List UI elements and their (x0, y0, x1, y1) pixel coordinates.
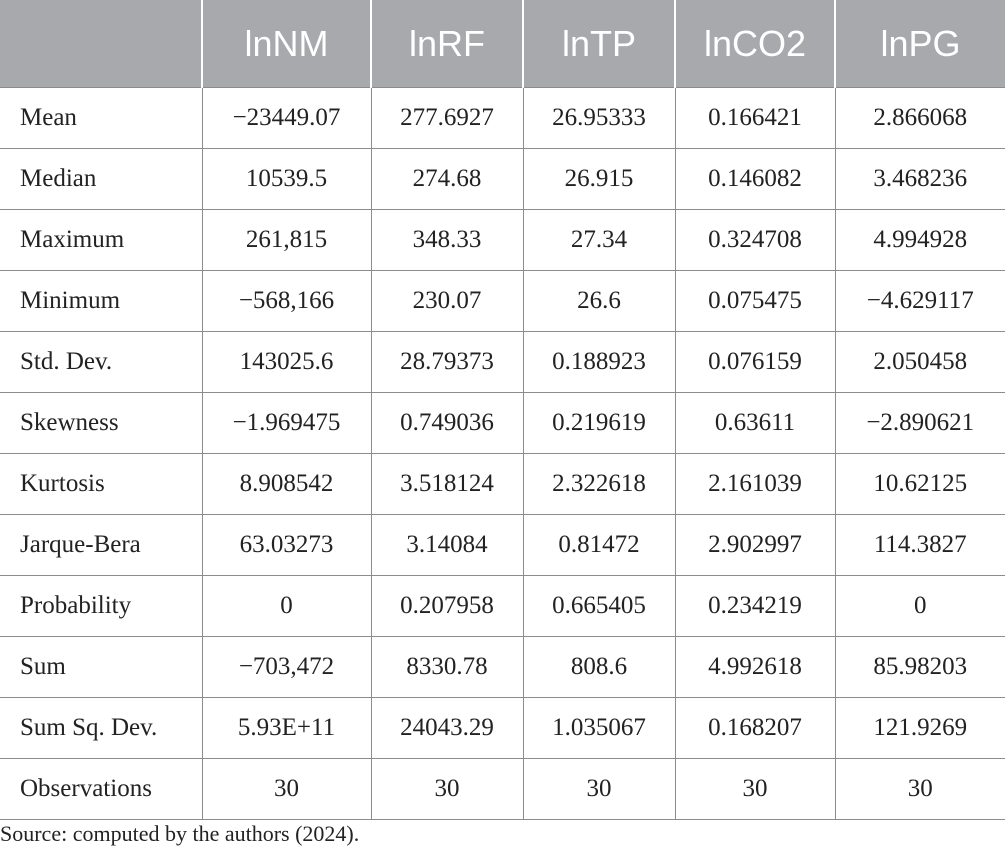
row-label: Mean (0, 87, 203, 149)
row-label: Probability (0, 575, 203, 637)
table-cell: 261,815 (201, 209, 372, 271)
row-label: Skewness (0, 392, 203, 454)
table-cell: 24043.29 (370, 697, 524, 759)
table-cell: −568,166 (201, 270, 372, 332)
table-cell: −2.890621 (834, 392, 1005, 454)
table-row: Sum −703,472 8330.78 808.6 4.992618 85.9… (0, 636, 1005, 698)
row-label: Jarque-Bera (0, 514, 203, 576)
table-cell: 2.866068 (834, 87, 1005, 149)
table-cell: 85.98203 (834, 636, 1005, 698)
table-cell: 0.324708 (674, 209, 836, 271)
table-cell: 2.050458 (834, 331, 1005, 393)
table-cell: 4.994928 (834, 209, 1005, 271)
table-row: Mean −23449.07 277.6927 26.95333 0.16642… (0, 87, 1005, 149)
row-label: Sum Sq. Dev. (0, 697, 203, 759)
descriptive-statistics-table: lnNM lnRF lnTP lnCO2 lnPG Mean −23449.07… (0, 0, 1005, 820)
table-cell: 0.168207 (674, 697, 836, 759)
table-cell: 10539.5 (201, 148, 372, 210)
row-label: Median (0, 148, 203, 210)
table-cell: 0.166421 (674, 87, 836, 149)
header-cell-stat (0, 0, 202, 88)
table-cell: 63.03273 (201, 514, 372, 576)
table-cell: 0.188923 (522, 331, 676, 393)
table-cell: 143025.6 (201, 331, 372, 393)
table-cell: 2.161039 (674, 453, 836, 515)
table-cell: 4.992618 (674, 636, 836, 698)
table-cell: 0.63611 (674, 392, 836, 454)
table-cell: 2.902997 (674, 514, 836, 576)
table-cell: 5.93E+11 (201, 697, 372, 759)
table-cell: 30 (370, 758, 524, 820)
table-cell: 0.234219 (674, 575, 836, 637)
table-cell: −4.629117 (834, 270, 1005, 332)
table-cell: −23449.07 (201, 87, 372, 149)
table-cell: 2.322618 (522, 453, 676, 515)
table-cell: 28.79373 (370, 331, 524, 393)
table-cell: 0.207958 (370, 575, 524, 637)
table-cell: 30 (834, 758, 1005, 820)
header-cell-lnrf: lnRF (370, 0, 523, 88)
table-cell: 808.6 (522, 636, 676, 698)
header-cell-lntp: lnTP (522, 0, 675, 88)
table-cell: 3.518124 (370, 453, 524, 515)
table-row: Median 10539.5 274.68 26.915 0.146082 3.… (0, 148, 1005, 210)
table-cell: 230.07 (370, 270, 524, 332)
table-row: Observations 30 30 30 30 30 (0, 758, 1005, 820)
table-cell: 26.95333 (522, 87, 676, 149)
table-cell: 26.6 (522, 270, 676, 332)
table-cell: 30 (674, 758, 836, 820)
row-label: Std. Dev. (0, 331, 203, 393)
table-cell: 121.9269 (834, 697, 1005, 759)
table-cell: 0.749036 (370, 392, 524, 454)
table-cell: 3.468236 (834, 148, 1005, 210)
table-cell: 274.68 (370, 148, 524, 210)
table-cell: 8.908542 (201, 453, 372, 515)
table-cell: 8330.78 (370, 636, 524, 698)
table-row: Kurtosis 8.908542 3.518124 2.322618 2.16… (0, 453, 1005, 515)
row-label: Maximum (0, 209, 203, 271)
table-cell: 0.076159 (674, 331, 836, 393)
table-cell: 0.81472 (522, 514, 676, 576)
header-cell-lnco2: lnCO2 (674, 0, 835, 88)
table-row: Jarque-Bera 63.03273 3.14084 0.81472 2.9… (0, 514, 1005, 576)
table-cell: 26.915 (522, 148, 676, 210)
table-row: Std. Dev. 143025.6 28.79373 0.188923 0.0… (0, 331, 1005, 393)
table-row: Probability 0 0.207958 0.665405 0.234219… (0, 575, 1005, 637)
statistics-table-container: lnNM lnRF lnTP lnCO2 lnPG Mean −23449.07… (0, 0, 1005, 820)
row-label: Sum (0, 636, 203, 698)
table-row: Minimum −568,166 230.07 26.6 0.075475 −4… (0, 270, 1005, 332)
row-label: Observations (0, 758, 203, 820)
table-cell: −703,472 (201, 636, 372, 698)
table-cell: 114.3827 (834, 514, 1005, 576)
table-cell: 30 (201, 758, 372, 820)
table-row: Skewness −1.969475 0.749036 0.219619 0.6… (0, 392, 1005, 454)
table-cell: 3.14084 (370, 514, 524, 576)
table-cell: 27.34 (522, 209, 676, 271)
table-cell: 30 (522, 758, 676, 820)
table-cell: 277.6927 (370, 87, 524, 149)
table-row: Sum Sq. Dev. 5.93E+11 24043.29 1.035067 … (0, 697, 1005, 759)
table-cell: 0.219619 (522, 392, 676, 454)
row-label: Kurtosis (0, 453, 203, 515)
table-cell: 1.035067 (522, 697, 676, 759)
header-cell-lnpg: lnPG (834, 0, 1005, 88)
source-note: Source: computed by the authors (2024). (0, 821, 360, 846)
header-row: lnNM lnRF lnTP lnCO2 lnPG (0, 0, 1005, 88)
table-row: Maximum 261,815 348.33 27.34 0.324708 4.… (0, 209, 1005, 271)
row-label: Minimum (0, 270, 203, 332)
table-cell: 0 (201, 575, 372, 637)
table-cell: 0.146082 (674, 148, 836, 210)
header-cell-lnnm: lnNM (201, 0, 371, 88)
table-cell: 0.665405 (522, 575, 676, 637)
table-cell: 0.075475 (674, 270, 836, 332)
table-cell: 348.33 (370, 209, 524, 271)
table-cell: −1.969475 (201, 392, 372, 454)
table-cell: 0 (834, 575, 1005, 637)
table-cell: 10.62125 (834, 453, 1005, 515)
